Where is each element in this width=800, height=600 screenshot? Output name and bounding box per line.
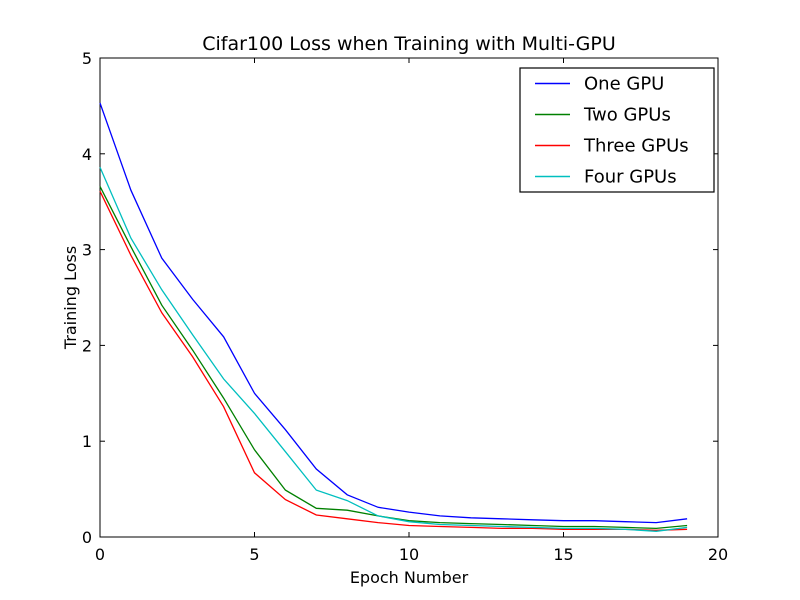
series-line-two-gpus — [99, 186, 688, 530]
axis-ticks — [99, 57, 719, 538]
y-tick-label: 2 — [82, 336, 92, 355]
legend-label: Two GPUs — [583, 105, 671, 126]
y-tick-label: 0 — [82, 528, 92, 547]
series-line-one-gpu — [99, 102, 688, 524]
x-tick-label: 0 — [95, 545, 105, 564]
y-axis-label: Training Loss — [61, 246, 80, 350]
legend-label: Three GPUs — [583, 136, 689, 157]
series-line-three-gpus — [99, 190, 688, 531]
legend: One GPU Two GPUs Three GPUs Four GPUs — [519, 67, 715, 193]
y-tick-label: 3 — [82, 241, 92, 260]
x-tick-label: 15 — [553, 545, 573, 564]
chart-title: Cifar100 Loss when Training with Multi-G… — [202, 33, 616, 55]
x-tick-label: 10 — [399, 545, 419, 564]
series-lines — [99, 102, 688, 532]
x-tick-label: 5 — [249, 545, 259, 564]
legend-box — [519, 67, 715, 193]
y-tick-label: 4 — [82, 145, 92, 164]
x-tick-label: 20 — [708, 545, 728, 564]
y-tick-label: 5 — [82, 49, 92, 68]
axis-tick-labels: 0 5 10 15 20 0 1 2 3 4 5 — [82, 49, 728, 564]
legend-label: One GPU — [584, 74, 664, 95]
x-axis-label: Epoch Number — [350, 568, 469, 587]
legend-label: Four GPUs — [584, 167, 677, 188]
series-line-four-gpus — [99, 166, 688, 532]
y-tick-label: 1 — [82, 432, 92, 451]
